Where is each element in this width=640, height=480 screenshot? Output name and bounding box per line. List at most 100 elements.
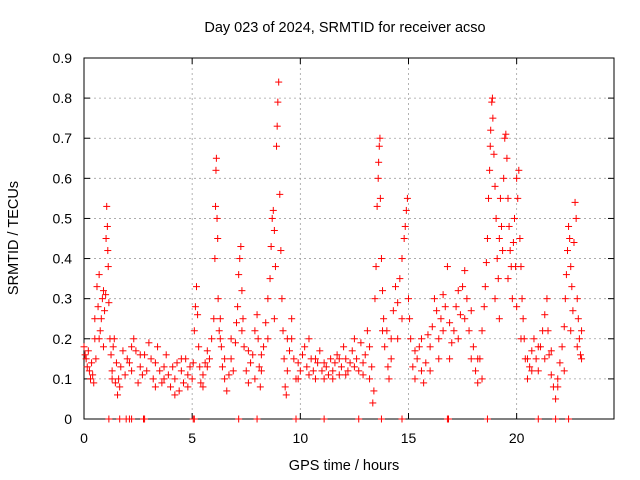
- data-point: [488, 94, 496, 102]
- data-point: [483, 235, 491, 242]
- data-point: [369, 399, 377, 407]
- data-point: [566, 235, 574, 242]
- data-point: [578, 355, 586, 363]
- data-point: [465, 327, 473, 335]
- data-point: [443, 263, 451, 271]
- data-point: [342, 355, 350, 363]
- data-point: [239, 315, 247, 323]
- data-point: [576, 351, 584, 359]
- data-point: [93, 283, 101, 291]
- data-point: [286, 347, 294, 355]
- data-point: [242, 367, 250, 375]
- data-point: [156, 367, 164, 375]
- data-point: [210, 315, 218, 323]
- data-point: [461, 267, 469, 275]
- data-point: [194, 311, 202, 319]
- x-tick-label: 5: [188, 430, 196, 446]
- data-point: [292, 415, 300, 423]
- data-point: [394, 335, 402, 343]
- data-point: [380, 315, 388, 323]
- data-point: [320, 359, 328, 367]
- data-point: [420, 379, 428, 387]
- data-point: [396, 275, 404, 283]
- data-point: [407, 335, 415, 343]
- data-point: [130, 335, 138, 343]
- data-point: [528, 367, 536, 375]
- data-point: [180, 379, 188, 387]
- data-point: [212, 202, 220, 210]
- data-point: [518, 295, 526, 303]
- data-point: [430, 295, 438, 303]
- data-point: [121, 371, 129, 379]
- data-point: [510, 214, 518, 222]
- data-point: [505, 222, 513, 230]
- data-point: [205, 355, 213, 363]
- data-point: [264, 335, 272, 343]
- y-tick-label: 0.1: [53, 371, 73, 387]
- data-point: [445, 415, 453, 423]
- data-point: [227, 335, 235, 343]
- data-point: [387, 335, 395, 343]
- data-point: [151, 383, 159, 391]
- data-point: [95, 335, 103, 343]
- data-point: [195, 343, 203, 351]
- data-point: [199, 371, 207, 379]
- data-point: [340, 343, 348, 351]
- data-point: [392, 283, 400, 291]
- data-point: [368, 363, 376, 371]
- data-point: [103, 222, 111, 230]
- data-point: [426, 343, 434, 351]
- data-point: [437, 315, 445, 323]
- data-point: [221, 355, 229, 363]
- data-point: [162, 351, 170, 359]
- y-tick-label: 0.3: [53, 291, 73, 307]
- data-point: [563, 247, 571, 255]
- data-point: [570, 239, 578, 247]
- data-point: [441, 303, 449, 311]
- data-point: [190, 415, 198, 423]
- data-point: [578, 327, 586, 335]
- data-point: [489, 114, 497, 122]
- data-point: [355, 367, 363, 375]
- y-tick-label: 0.9: [53, 50, 73, 66]
- data-point: [350, 363, 358, 371]
- data-point: [523, 355, 531, 363]
- data-point: [394, 299, 402, 307]
- data-point: [276, 190, 284, 198]
- data-point: [90, 379, 98, 387]
- data-point: [487, 126, 495, 134]
- data-point: [240, 343, 248, 351]
- data-point: [459, 283, 467, 291]
- data-point: [329, 375, 337, 383]
- data-point: [119, 347, 127, 355]
- data-point: [342, 371, 350, 379]
- data-point: [474, 379, 482, 387]
- data-point: [389, 307, 397, 315]
- data-point: [278, 295, 286, 303]
- data-point: [274, 98, 282, 106]
- data-point: [500, 174, 508, 182]
- data-point: [491, 295, 499, 303]
- data-point: [413, 355, 421, 363]
- data-point: [184, 383, 192, 391]
- data-point: [238, 327, 246, 335]
- data-point: [478, 375, 486, 383]
- data-point: [371, 295, 379, 303]
- data-point: [435, 335, 443, 343]
- data-point: [290, 355, 298, 363]
- data-point: [233, 319, 241, 327]
- data-point: [105, 415, 113, 423]
- data-point: [99, 343, 107, 351]
- data-point: [264, 295, 272, 303]
- data-point: [398, 315, 406, 323]
- data-point: [188, 375, 196, 383]
- data-point: [544, 327, 552, 335]
- data-point: [244, 379, 252, 387]
- data-point: [283, 367, 291, 375]
- data-point: [567, 327, 575, 335]
- data-point: [104, 263, 112, 271]
- data-point: [562, 271, 570, 279]
- data-point: [495, 235, 503, 242]
- data-point: [305, 335, 313, 343]
- data-point: [488, 98, 496, 106]
